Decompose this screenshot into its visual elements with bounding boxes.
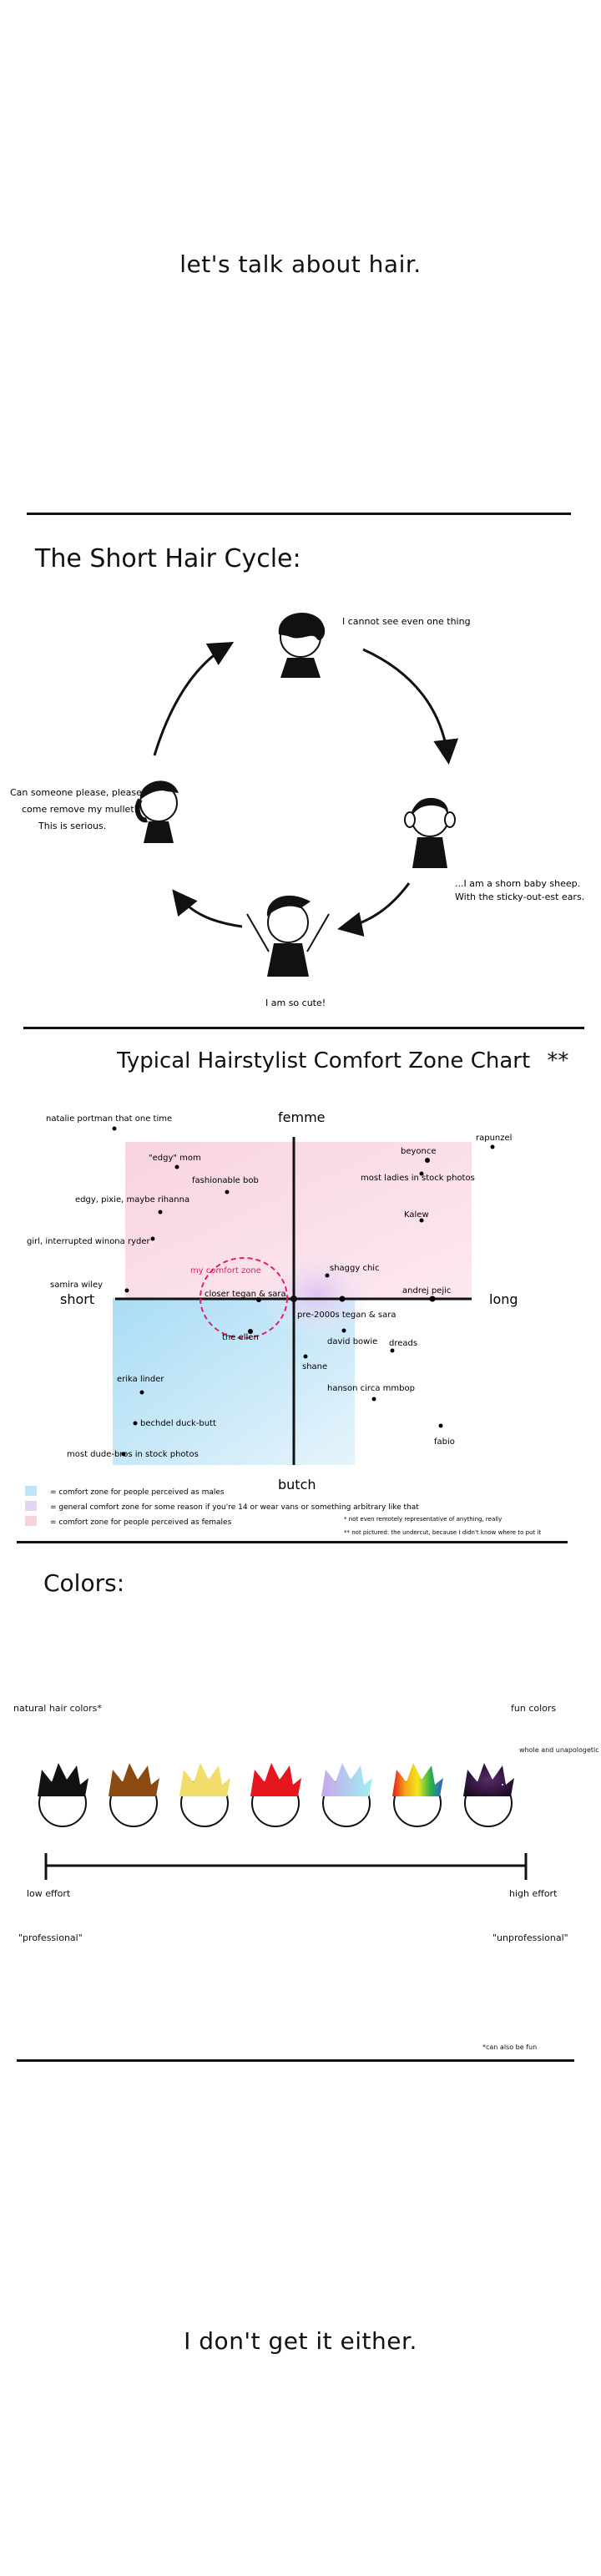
stage-right-label-1: ...I am a shorn baby sheep. bbox=[455, 878, 580, 889]
head-right-icon bbox=[404, 797, 456, 868]
point-label: the ellen bbox=[222, 1333, 259, 1342]
head-bottom-icon bbox=[246, 895, 330, 977]
arrow-right-bottom bbox=[337, 882, 411, 937]
legend-male: = comfort zone for people perceived as m… bbox=[50, 1488, 225, 1497]
legend-general: = general comfort zone for some reason i… bbox=[50, 1503, 419, 1512]
point-label: most ladies in stock photos bbox=[361, 1174, 475, 1183]
arrow-left-top bbox=[153, 642, 235, 756]
stage-top-label: I cannot see even one thing bbox=[342, 616, 471, 627]
stage-left-label-2: come remove my mullet? bbox=[22, 804, 139, 815]
point-label: "edgy" mom bbox=[149, 1154, 201, 1163]
point-label: pre-2000s tegan & sara bbox=[297, 1311, 396, 1320]
neutral-zone bbox=[259, 1248, 376, 1340]
footnote-1: * not even remotely representative of an… bbox=[344, 1516, 502, 1523]
intro-title: let's talk about hair. bbox=[179, 250, 422, 278]
point-label: fabio bbox=[434, 1437, 455, 1447]
head-left-icon bbox=[134, 780, 179, 843]
colors-title: Colors: bbox=[43, 1569, 125, 1597]
colors-diagram bbox=[38, 1763, 528, 1880]
stage-bottom-label: I am so cute! bbox=[265, 998, 326, 1008]
colors-fun-small-label: whole and unapologetic bbox=[519, 1746, 599, 1754]
point-label: fashionable bob bbox=[192, 1176, 259, 1185]
stage-left-label-3: This is serious. bbox=[38, 821, 106, 831]
point-label: Kalew bbox=[404, 1210, 429, 1220]
colors-fun-label: fun colors bbox=[511, 1703, 557, 1714]
point-label: david bowie bbox=[327, 1337, 377, 1346]
point-label: edgy, pixie, maybe rihanna bbox=[75, 1195, 189, 1205]
comfort-title: Typical Hairstylist Comfort Zone Chart *… bbox=[117, 1048, 568, 1073]
stage-right-label-2: With the sticky-out-est ears. bbox=[455, 891, 584, 902]
divider-1 bbox=[27, 513, 571, 515]
legend-female: = comfort zone for people perceived as f… bbox=[50, 1518, 232, 1527]
point-label: hanson circa mmbop bbox=[327, 1384, 415, 1393]
cycle-diagram: I cannot see even one thing ...I am a sh… bbox=[10, 612, 584, 1008]
cycle-title: The Short Hair Cycle: bbox=[35, 544, 301, 573]
point-label: girl, interrupted winona ryder bbox=[27, 1237, 150, 1246]
colors-natural-label: natural hair colors* bbox=[13, 1703, 102, 1714]
point-label: dreads bbox=[389, 1339, 417, 1348]
axis-left-label: short bbox=[60, 1291, 94, 1307]
point-label: most dude-bros in stock photos bbox=[67, 1450, 199, 1459]
point-label: closer tegan & sara bbox=[205, 1290, 286, 1299]
axis-right-label: long bbox=[489, 1291, 518, 1307]
point-label: natalie portman that one time bbox=[46, 1114, 172, 1124]
point-label: bechdel duck-butt bbox=[140, 1419, 216, 1428]
head-top-icon bbox=[278, 612, 326, 678]
effort-low-label: low effort bbox=[27, 1888, 71, 1899]
point-label: andrej pejic bbox=[402, 1286, 451, 1296]
point-label: beyonce bbox=[401, 1147, 437, 1156]
head-black-icon bbox=[38, 1763, 88, 1827]
point-label: samira wiley bbox=[50, 1280, 103, 1290]
head-red-icon bbox=[250, 1763, 301, 1827]
comfort-title-mark: ** bbox=[547, 1048, 569, 1073]
head-brown-icon bbox=[109, 1763, 159, 1827]
divider-3 bbox=[17, 1541, 568, 1543]
arrow-bottom-left bbox=[172, 889, 243, 928]
point-label: erika linder bbox=[117, 1375, 164, 1384]
outro-text: I don't get it either. bbox=[184, 2327, 417, 2355]
head-pastel-icon bbox=[321, 1763, 372, 1827]
chart-points: natalie portman that one time "edgy" mom… bbox=[27, 1114, 512, 1459]
head-rainbow-icon bbox=[392, 1763, 443, 1827]
divider-2 bbox=[23, 1027, 584, 1029]
effort-high-label: high effort bbox=[509, 1888, 558, 1899]
axis-top-label: femme bbox=[278, 1109, 326, 1125]
divider-4 bbox=[17, 2059, 574, 2062]
head-blonde-icon bbox=[179, 1763, 230, 1827]
my-comfort-zone bbox=[199, 1257, 288, 1339]
my-comfort-zone-label: my comfort zone bbox=[190, 1266, 261, 1275]
stage-left-label-1: Can someone please, please bbox=[10, 787, 142, 798]
comfort-chart: my comfort zone femme butch short long n… bbox=[25, 1109, 541, 1536]
unprofessional-label: "unprofessional" bbox=[492, 1932, 568, 1943]
professional-label: "professional" bbox=[18, 1932, 83, 1943]
point-label: shane bbox=[302, 1362, 327, 1371]
footnote-2: ** not pictured: the undercut, because I… bbox=[344, 1529, 541, 1536]
colors-footnote: *can also be fun bbox=[482, 2043, 538, 2051]
axis-bottom-label: butch bbox=[278, 1477, 316, 1493]
point-label: shaggy chic bbox=[330, 1264, 380, 1273]
arrow-top-right bbox=[362, 648, 459, 765]
comfort-title-text: Typical Hairstylist Comfort Zone Chart bbox=[117, 1048, 531, 1073]
point-label: rapunzel bbox=[476, 1134, 512, 1143]
head-galaxy-icon bbox=[463, 1763, 514, 1827]
